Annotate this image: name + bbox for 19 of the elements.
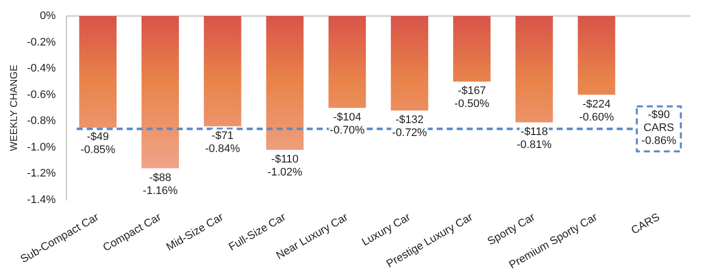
- y-tick-label: -1.0%: [26, 141, 56, 154]
- y-tick-label: 0%: [40, 10, 56, 22]
- y-tick-label: -0.8%: [26, 115, 56, 128]
- y-axis-title: WEEKLY CHANGE: [8, 64, 20, 152]
- data-label: -$167 -0.50%: [454, 85, 490, 110]
- data-label: -$118 -0.81%: [516, 126, 552, 151]
- y-tick-label: -0.6%: [26, 88, 56, 101]
- data-label: -$110 -1.02%: [267, 153, 303, 178]
- y-tick-label: -0.2%: [26, 36, 56, 48]
- y-tick-label: -1.2%: [26, 168, 56, 180]
- y-tick-label: -0.4%: [26, 62, 56, 75]
- data-label: -$71 -0.84%: [205, 130, 240, 155]
- data-label: -$132 -0.72%: [392, 114, 428, 140]
- data-label: -$88 -1.16%: [142, 172, 178, 197]
- data-label: -$224 -0.60%: [579, 98, 614, 124]
- ref-line-label: -$90 CARS -0.86%: [641, 108, 676, 147]
- data-label: -$49 -0.85%: [80, 131, 116, 156]
- y-tick-label: -1.4%: [26, 194, 56, 206]
- data-label: -$104 -0.70%: [330, 111, 365, 136]
